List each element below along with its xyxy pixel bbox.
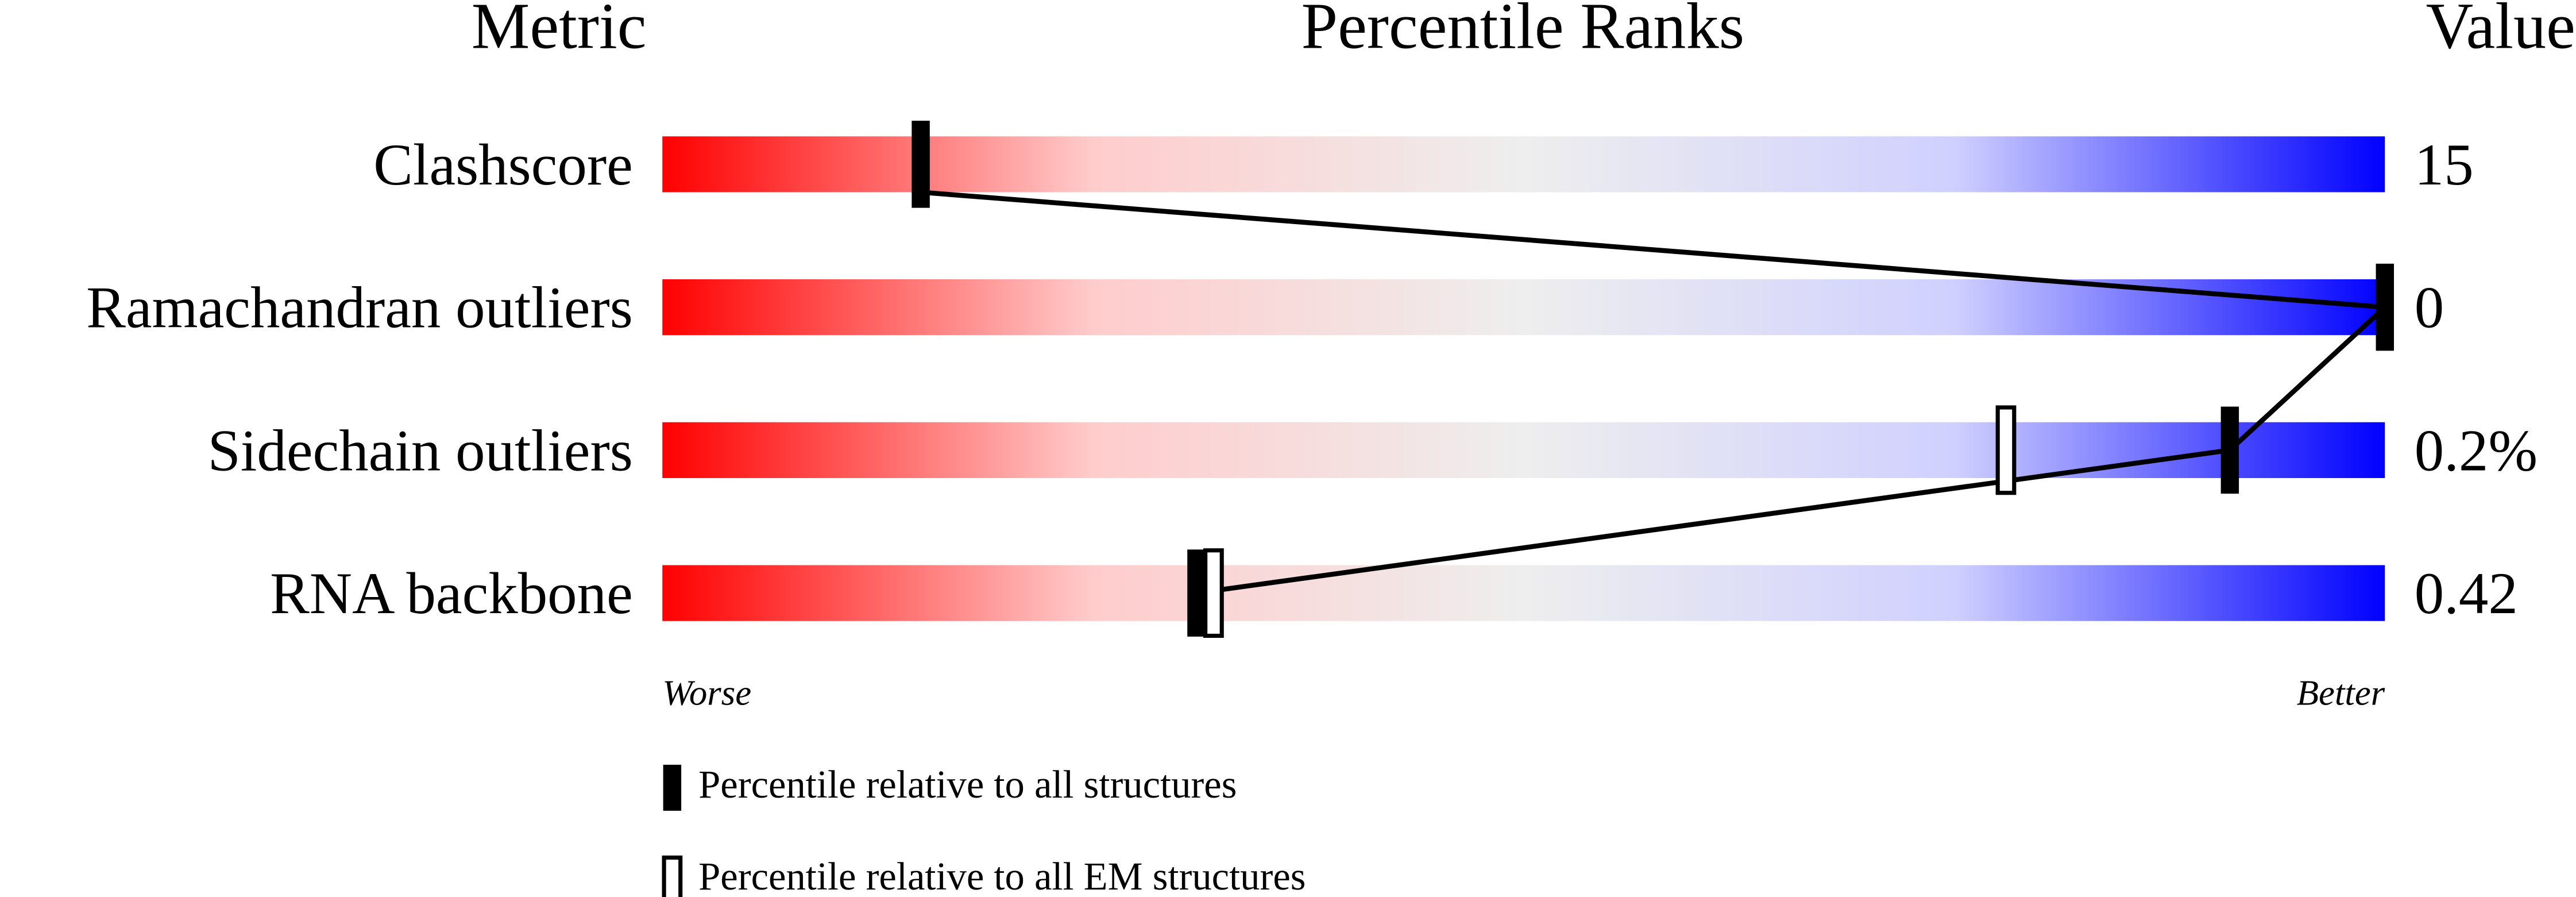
metric-label: Ramachandran outliers	[86, 275, 633, 341]
worse-label: Worse	[662, 673, 751, 713]
value-label: 0.42	[2415, 561, 2518, 626]
value-label: 0	[2415, 275, 2444, 341]
legend-swatch	[662, 855, 683, 897]
percentile-marker	[1187, 549, 1206, 637]
legend-label: Percentile relative to all structures	[698, 763, 1237, 806]
legend-label: Percentile relative to all EM structures	[698, 854, 1306, 897]
percentile-bar	[662, 565, 2385, 621]
header-value: Value	[2426, 0, 2575, 62]
connector-line	[920, 190, 2391, 596]
better-label: Better	[2297, 673, 2385, 713]
percentile-marker	[2220, 406, 2239, 494]
value-label: 15	[2415, 132, 2474, 198]
metric-label: RNA backbone	[270, 561, 633, 626]
percentile-marker	[1203, 548, 1224, 638]
percentile-marker	[2376, 263, 2395, 351]
percentile-marker	[912, 121, 930, 208]
legend-swatch	[663, 764, 682, 811]
value-label: 0.2%	[2415, 418, 2538, 483]
percentile-bar	[662, 136, 2385, 193]
percentile-bar	[662, 422, 2385, 478]
metric-label: Sidechain outliers	[208, 418, 633, 483]
metric-label: Clashscore	[373, 132, 633, 198]
header-ranks: Percentile Ranks	[1301, 0, 1745, 62]
header-metric: Metric	[472, 0, 647, 62]
percentile-marker	[1995, 405, 2017, 495]
percentile-bar	[662, 279, 2385, 336]
